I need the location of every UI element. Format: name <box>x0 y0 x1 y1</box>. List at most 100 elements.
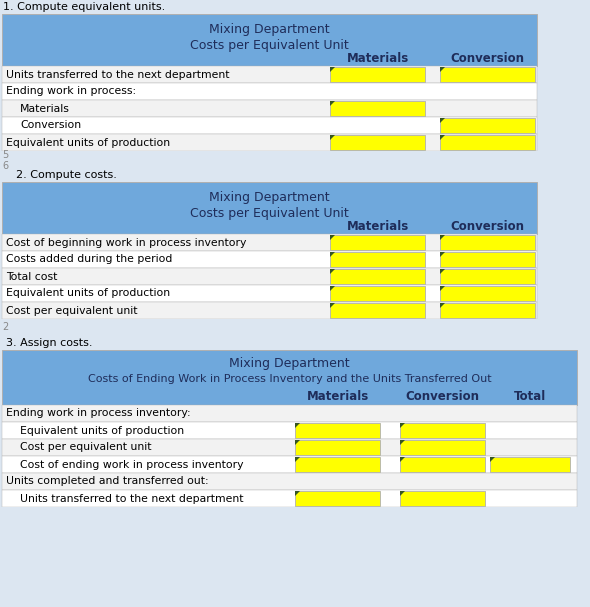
Text: Total cost: Total cost <box>6 271 57 282</box>
Text: Costs added during the period: Costs added during the period <box>6 254 172 265</box>
Polygon shape <box>330 303 335 308</box>
Text: Costs per Equivalent Unit: Costs per Equivalent Unit <box>190 38 349 52</box>
Bar <box>330 135 425 150</box>
Text: Cost of beginning work in process inventory: Cost of beginning work in process invent… <box>6 237 247 248</box>
Bar <box>490 457 570 472</box>
Bar <box>2 117 537 134</box>
Bar <box>295 423 380 438</box>
Bar <box>2 439 577 456</box>
Polygon shape <box>330 286 335 291</box>
Text: 1. Compute equivalent units.: 1. Compute equivalent units. <box>3 2 165 12</box>
Bar <box>2 490 577 507</box>
Text: Ending work in process inventory:: Ending work in process inventory: <box>6 409 191 418</box>
Polygon shape <box>330 269 335 274</box>
Text: 2: 2 <box>2 322 8 333</box>
Bar <box>400 440 485 455</box>
Bar <box>440 135 535 150</box>
Text: Costs per Equivalent Unit: Costs per Equivalent Unit <box>190 206 349 220</box>
Polygon shape <box>440 235 445 240</box>
Bar <box>400 423 485 438</box>
Text: Equivalent units of production: Equivalent units of production <box>6 138 170 148</box>
Polygon shape <box>440 286 445 291</box>
Text: Conversion: Conversion <box>451 220 525 232</box>
Text: Conversion: Conversion <box>20 121 81 131</box>
Polygon shape <box>400 491 405 496</box>
Text: Mixing Department: Mixing Department <box>209 191 330 205</box>
Text: Conversion: Conversion <box>451 52 525 64</box>
Bar <box>330 286 425 301</box>
Text: 5: 5 <box>2 151 8 160</box>
Bar <box>0 319 590 336</box>
Bar <box>2 251 537 268</box>
Text: Cost of ending work in process inventory: Cost of ending work in process inventory <box>20 459 244 469</box>
Bar <box>2 83 537 100</box>
Polygon shape <box>330 252 335 257</box>
Text: Equivalent units of production: Equivalent units of production <box>20 426 184 435</box>
Bar <box>0 151 590 168</box>
Bar <box>0 336 590 350</box>
Polygon shape <box>440 67 445 72</box>
Text: Materials: Materials <box>20 104 70 114</box>
Text: 3. Assign costs.: 3. Assign costs. <box>6 338 93 348</box>
Bar <box>330 303 425 318</box>
Polygon shape <box>295 491 300 496</box>
Bar <box>2 350 577 405</box>
Text: Units transferred to the next department: Units transferred to the next department <box>6 69 230 80</box>
Bar <box>2 182 537 234</box>
Bar <box>440 286 535 301</box>
Bar <box>440 303 535 318</box>
Bar <box>330 101 425 116</box>
Bar <box>2 473 577 490</box>
Polygon shape <box>330 67 335 72</box>
Polygon shape <box>400 440 405 445</box>
Bar <box>440 235 535 250</box>
Text: Costs of Ending Work in Process Inventory and the Units Transferred Out: Costs of Ending Work in Process Inventor… <box>88 374 491 384</box>
Text: Conversion: Conversion <box>405 390 480 402</box>
Bar <box>330 252 425 267</box>
Polygon shape <box>440 252 445 257</box>
Text: Cost per equivalent unit: Cost per equivalent unit <box>20 443 152 452</box>
Bar <box>330 235 425 250</box>
Text: Materials: Materials <box>346 220 409 232</box>
Polygon shape <box>440 303 445 308</box>
Bar <box>2 14 537 66</box>
Text: 6: 6 <box>2 161 8 171</box>
Bar <box>400 491 485 506</box>
Polygon shape <box>295 423 300 428</box>
Bar <box>2 405 577 422</box>
Polygon shape <box>440 118 445 123</box>
Text: Cost per equivalent unit: Cost per equivalent unit <box>6 305 137 316</box>
Bar <box>0 507 590 607</box>
Bar <box>0 168 590 182</box>
Polygon shape <box>295 457 300 462</box>
Polygon shape <box>400 457 405 462</box>
Polygon shape <box>330 135 335 140</box>
Bar <box>2 66 537 83</box>
Text: 2. Compute costs.: 2. Compute costs. <box>16 170 117 180</box>
Bar <box>400 457 485 472</box>
Bar <box>440 269 535 284</box>
Bar <box>2 422 577 439</box>
Text: Units completed and transferred out:: Units completed and transferred out: <box>6 476 209 486</box>
Text: Equivalent units of production: Equivalent units of production <box>6 288 170 299</box>
Bar <box>2 285 537 302</box>
Bar <box>440 252 535 267</box>
Bar <box>295 491 380 506</box>
Bar <box>2 134 537 151</box>
Bar <box>295 457 380 472</box>
Bar <box>330 269 425 284</box>
Text: Materials: Materials <box>346 52 409 64</box>
Bar <box>295 440 380 455</box>
Bar <box>440 118 535 133</box>
Bar <box>330 67 425 82</box>
Bar <box>2 234 537 251</box>
Text: Mixing Department: Mixing Department <box>229 358 350 370</box>
Text: Total: Total <box>514 390 546 402</box>
Text: Units transferred to the next department: Units transferred to the next department <box>20 493 244 503</box>
Polygon shape <box>490 457 495 462</box>
Polygon shape <box>400 423 405 428</box>
Polygon shape <box>330 235 335 240</box>
Polygon shape <box>330 101 335 106</box>
Bar <box>2 456 577 473</box>
Bar <box>2 268 537 285</box>
